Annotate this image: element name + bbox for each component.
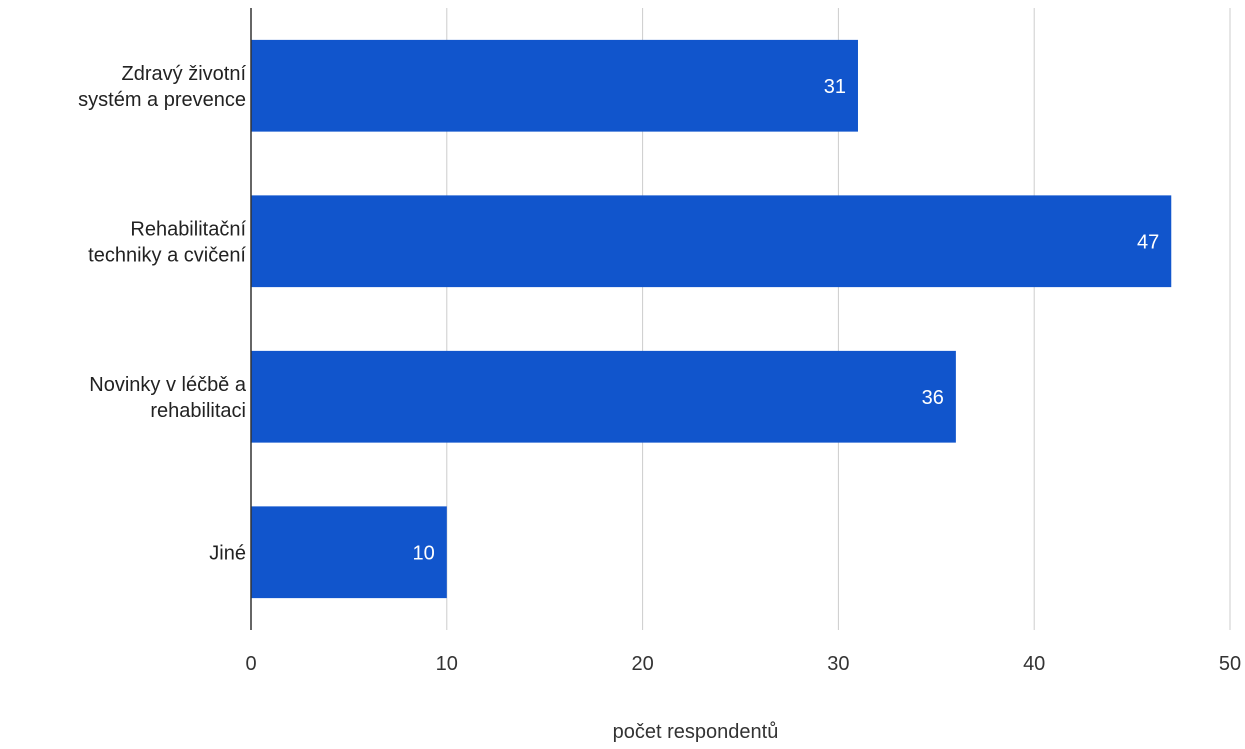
x-axis-title: počet respondentů [613, 721, 779, 743]
category-label-3-line-0: Jiné [209, 542, 246, 564]
bar-1 [251, 195, 1172, 288]
data-label-2: 36 [922, 387, 944, 409]
bar-0 [251, 39, 858, 132]
category-labels: Zdravý životní systém a prevence Rehabilit… [78, 63, 247, 565]
category-label-2-line-1: rehabilitaci [150, 400, 246, 422]
category-label-2-line-0: Novinky v léčbě a [89, 374, 247, 396]
x-tick-label-1: 10 [436, 653, 458, 675]
data-label-3: 10 [413, 542, 435, 564]
category-label-0-line-0: Zdravý životní [122, 63, 247, 85]
x-tick-label-4: 40 [1023, 653, 1045, 675]
category-label-1-line-0: Rehabilitační [130, 218, 246, 240]
x-tick-label-2: 20 [631, 653, 653, 675]
category-label-0-line-1: systém a prevence [78, 89, 246, 111]
x-tick-labels: 0 10 20 30 40 50 [245, 653, 1241, 675]
x-tick-label-0: 0 [245, 653, 256, 675]
bar-2 [251, 350, 956, 443]
bars: 31 47 36 10 [251, 39, 1172, 599]
data-label-0: 31 [824, 76, 846, 98]
category-label-1-line-1: techniky a cvičení [88, 244, 246, 266]
x-tick-label-5: 50 [1219, 653, 1241, 675]
bar-3 [251, 506, 447, 599]
x-tick-label-3: 30 [827, 653, 849, 675]
data-label-1: 47 [1137, 231, 1159, 253]
